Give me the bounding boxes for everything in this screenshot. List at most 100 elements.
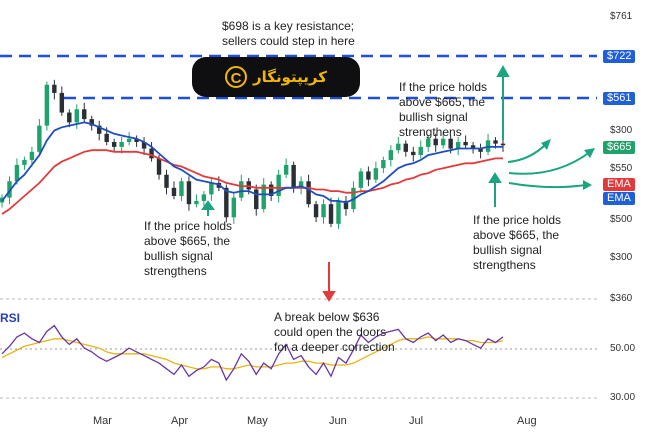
price-label-550: $550 [610, 163, 633, 174]
annotation-hold-right-top: If the price holds above $665, the bulli… [399, 80, 488, 139]
candle-body [59, 92, 65, 113]
candle-body [261, 184, 266, 210]
rsi-tick-50: 50.00 [610, 343, 636, 354]
price-label-top: $761 [610, 11, 633, 22]
candle-body [493, 140, 498, 144]
scenario-arrowheads [541, 139, 595, 190]
price-tag-665: $665 [603, 141, 636, 154]
price-tag-722: $722 [603, 50, 636, 63]
logo-mark: C [225, 66, 248, 88]
candle-body [141, 142, 147, 149]
candle-body [321, 204, 326, 218]
candle-body [194, 200, 199, 205]
candle-body [276, 174, 281, 196]
candle-body [381, 160, 386, 169]
brand-logo: C کریپتونگار [192, 57, 360, 97]
candle-body [179, 181, 184, 196]
candle-body [298, 181, 304, 188]
price-label-300a: $300 [610, 125, 633, 136]
candle-body [14, 164, 20, 182]
candle-body [433, 138, 438, 146]
candle-body [7, 181, 12, 198]
candle-body [440, 138, 446, 146]
candle-body [201, 194, 207, 201]
arrow-up-green-bottom [488, 172, 502, 207]
annotation-hold-right-bottom: If the price holds above $665, the bulli… [473, 213, 562, 272]
candle-body [186, 181, 192, 205]
price-label-300b: $300 [610, 252, 633, 263]
candle-body [44, 84, 50, 126]
candle-body [366, 171, 371, 180]
rsi-title: RSI [0, 311, 21, 325]
candle-body [388, 150, 394, 160]
annotation-resistance: $698 is a key resistance; sellers could … [222, 19, 355, 48]
candle-body [478, 148, 483, 152]
candle-body [470, 145, 476, 149]
candle-body [67, 112, 72, 123]
candle-body [373, 168, 379, 180]
candle-body [358, 171, 364, 188]
candle-body [306, 181, 311, 205]
ema-fast-tag: EMA [603, 192, 635, 205]
candle-body [111, 142, 117, 147]
rsi-line [1, 324, 504, 382]
annotation-hold-left: If the price holds above $665, the bulli… [144, 219, 233, 278]
ema-slow-tag: EMA [603, 178, 635, 191]
price-tag-561: $561 [603, 92, 636, 105]
candle-body [126, 138, 132, 142]
candle-body [254, 189, 259, 210]
candle-body [463, 142, 468, 146]
candle-body [291, 164, 296, 188]
candle-body [82, 109, 87, 120]
candle-body [328, 204, 334, 224]
candle-body [149, 148, 154, 159]
candle-body [104, 133, 109, 142]
price-label-500: $500 [610, 214, 633, 225]
candle-body [22, 160, 27, 165]
candle-body [239, 181, 244, 198]
candle-body [455, 142, 461, 149]
candle-body [343, 200, 349, 210]
candle-body [74, 109, 79, 123]
month-label-aug: Aug [517, 415, 537, 427]
candle-body [164, 174, 169, 188]
annotation-break: A break below $636 could open the doors … [274, 310, 395, 354]
candle-body [418, 146, 423, 156]
candle-body [89, 119, 94, 126]
candle-body [29, 151, 35, 160]
candle-body [209, 182, 214, 195]
month-label-jun: Jun [329, 415, 347, 427]
candle-body [134, 138, 139, 142]
candle-body [224, 187, 229, 218]
candle-body [156, 158, 162, 175]
candle-body [403, 143, 409, 152]
rsi-tick-30: 30.00 [610, 392, 636, 403]
arrow-down-red [322, 262, 336, 302]
candle-body [37, 125, 42, 152]
candle-body [171, 187, 177, 196]
candle-body [448, 138, 453, 149]
candle-body [336, 200, 341, 224]
ema-slow-line [1, 149, 503, 215]
candle-body [268, 184, 274, 196]
candle-body [411, 151, 416, 156]
rsi-ma-line [1, 336, 504, 370]
candle-body [426, 138, 431, 147]
price-label-360: $360 [610, 293, 633, 304]
candle-body [283, 164, 289, 175]
month-label-may: May [247, 415, 268, 427]
candle-body [313, 204, 319, 218]
arrow-up-green-top [496, 64, 510, 140]
candle-body [52, 84, 57, 93]
candles [0, 79, 506, 229]
logo-text: کریپتونگار [253, 69, 327, 86]
scenario-arrows [507, 143, 591, 189]
candle-body [500, 143, 506, 146]
ema-fast-line [1, 121, 503, 204]
month-label-jul: Jul [409, 415, 424, 427]
candle-body [396, 143, 401, 151]
month-label-apr: Apr [171, 415, 189, 427]
candle-body [119, 142, 124, 147]
candle-body [96, 125, 102, 134]
